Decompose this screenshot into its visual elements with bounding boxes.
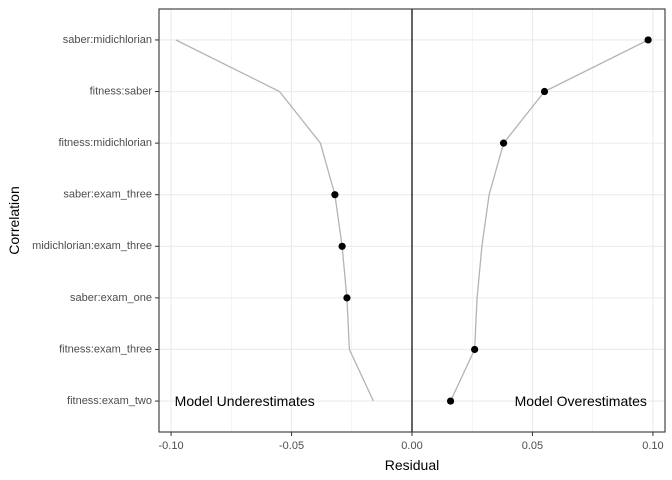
x-axis-title: Residual (385, 457, 439, 473)
y-tick-label: fitness:exam_three (59, 343, 152, 355)
annotation-label: Model Underestimates (175, 393, 315, 409)
y-tick-label: fitness:midichlorian (58, 137, 152, 149)
data-point (540, 87, 549, 96)
data-point (338, 242, 346, 250)
data-point (471, 345, 479, 354)
x-tick-label: -0.10 (159, 440, 184, 452)
y-tick-label: fitness:exam_two (67, 395, 152, 407)
data-point (343, 294, 351, 302)
data-point (446, 397, 455, 405)
data-point (331, 191, 339, 199)
y-axis-ticks: saber:midichlorian fitness:saber fitness:m… (32, 34, 159, 407)
y-tick-label: saber:midichlorian (63, 34, 152, 46)
data-point (644, 36, 652, 44)
residual-points (331, 36, 652, 405)
residual-lines (175, 39, 649, 402)
y-tick-label: saber:exam_three (63, 189, 152, 201)
x-tick-label: -0.05 (279, 440, 304, 452)
annotations: Model Underestimates Model Overestimates (175, 393, 647, 409)
y-axis-title: Correlation (6, 186, 22, 254)
y-tick-label: midichlorian:exam_three (32, 240, 152, 252)
residual-line-2 (450, 39, 649, 402)
x-axis-ticks: -0.10 -0.05 0.00 0.05 0.10 (159, 432, 664, 452)
annotation-label: Model Overestimates (515, 393, 647, 409)
x-tick-label: 0.10 (642, 440, 663, 452)
x-tick-label: 0.00 (401, 440, 422, 452)
residual-line-1 (175, 39, 374, 402)
x-tick-label: 0.05 (522, 440, 543, 452)
data-point (499, 139, 508, 147)
y-tick-label: saber:exam_one (70, 292, 152, 304)
y-tick-label: fitness:saber (90, 85, 153, 97)
